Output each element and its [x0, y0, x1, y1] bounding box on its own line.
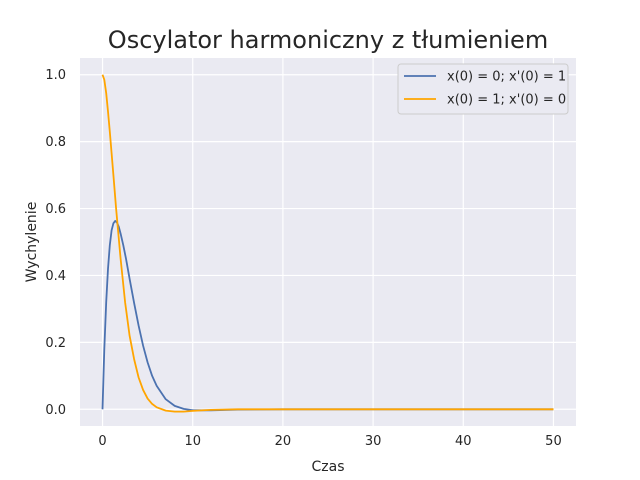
x-tick-label: 30: [365, 434, 382, 449]
y-tick-label: 0.8: [45, 135, 66, 150]
legend-label-series-2: x(0) = 1; x'(0) = 0: [447, 93, 566, 108]
series-lines: [101, 74, 554, 413]
x-tick-label: 40: [455, 434, 472, 449]
x-tick-label: 50: [545, 434, 562, 449]
y-axis-label: Wychylenie: [24, 202, 40, 283]
plot-area: [80, 58, 576, 426]
x-axis-label: Czas: [312, 459, 345, 475]
legend-box: [397, 63, 569, 115]
legend-label-series-1: x(0) = 0; x'(0) = 1: [447, 70, 566, 85]
y-tick-label: 0.4: [45, 269, 66, 284]
y-tick-label: 0.2: [45, 336, 66, 351]
chart-title: Oscylator harmoniczny z tłumieniem: [108, 26, 548, 54]
y-ticks: 0.0 0.2 0.4 0.6 0.8 1.0: [45, 68, 66, 418]
x-tick-label: 0: [98, 434, 106, 449]
series-line-2: [101, 74, 554, 413]
y-tick-label: 0.6: [45, 202, 66, 217]
legend: x(0) = 0; x'(0) = 1 x(0) = 1; x'(0) = 0: [397, 63, 569, 115]
y-tick-label: 0.0: [45, 403, 66, 418]
grid: [80, 58, 576, 426]
x-ticks: 0 10 20 30 40 50: [98, 434, 561, 449]
x-tick-label: 20: [275, 434, 292, 449]
x-tick-label: 10: [184, 434, 201, 449]
y-tick-label: 1.0: [45, 68, 66, 83]
